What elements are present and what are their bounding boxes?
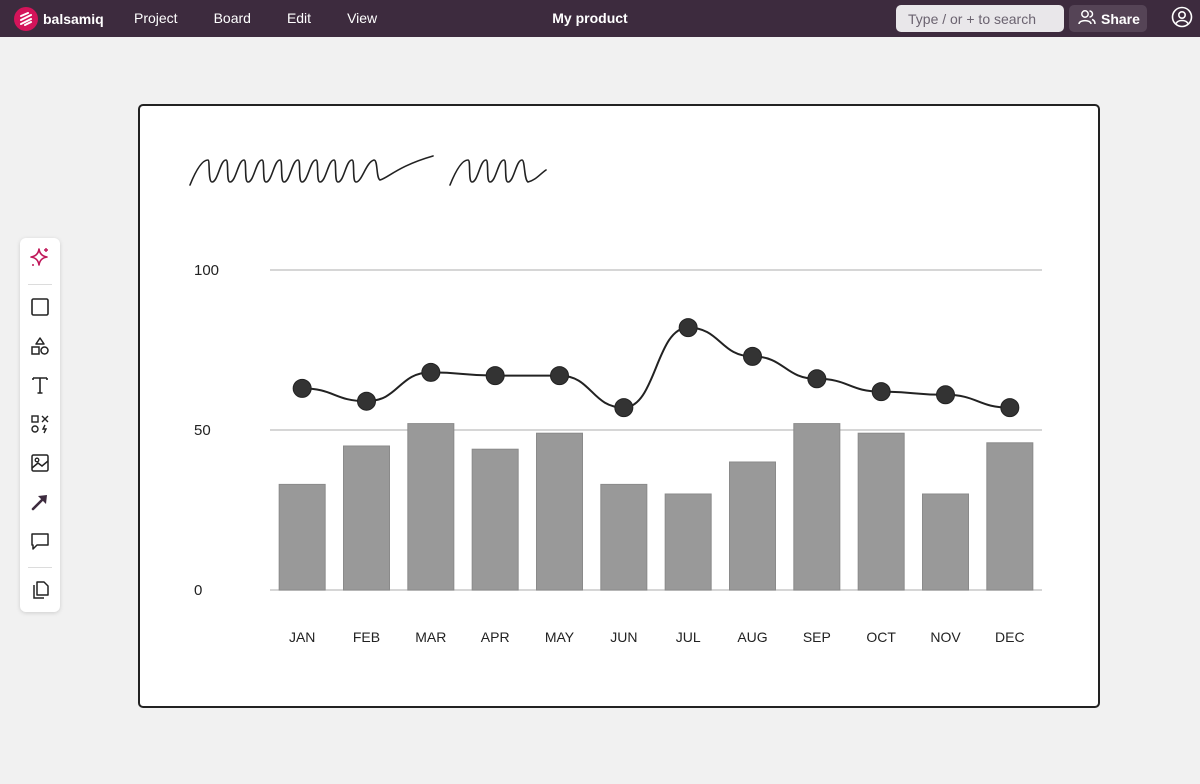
shapes-icon [30,336,50,361]
line-point [1000,398,1020,418]
bar [407,423,455,591]
top-bar: balsamiq Project Board Edit View My prod… [0,0,1200,37]
balsamiq-logo-icon [14,6,38,31]
main-menu: Project Board Edit View [116,0,395,37]
menu-view[interactable]: View [347,10,378,26]
line-point [550,366,569,386]
bar [343,445,390,591]
arrow-tool[interactable] [28,492,52,516]
toolbar-divider [28,284,52,285]
ai-tool[interactable] [28,247,52,271]
copy-icon [30,580,50,605]
bar [922,493,969,591]
title-placeholder-scribble [189,155,547,186]
x-tick-label: AUG [737,629,767,645]
icons-tool[interactable] [28,414,52,438]
line-point [871,382,891,402]
x-tick-label: FEB [353,629,380,645]
rectangle-tool[interactable] [28,297,52,321]
bar [986,442,1034,591]
line-point [421,362,441,382]
menu-edit[interactable]: Edit [286,10,312,26]
y-tick-label: 100 [194,262,219,279]
y-tick-label: 0 [194,582,202,599]
line-point [485,366,505,386]
x-tick-label: MAY [545,629,575,645]
share-label: Share [1101,10,1140,27]
bar [600,483,648,591]
combo-chart[interactable]: 0 50 100 JAN FEB MAR APR MAY JUN JUL AUG SEP OCT NOV D… [180,250,1060,660]
line-point [292,378,312,398]
search-input[interactable] [896,5,1064,32]
user-avatar-icon [1171,6,1193,33]
x-tick-label: MAR [415,629,446,645]
bar [471,448,519,591]
canvas-frame[interactable] [138,104,1100,708]
x-tick-label: SEP [803,629,831,645]
share-button[interactable]: Share [1069,5,1147,32]
bar [536,432,583,591]
x-tick-label: DEC [995,629,1025,645]
document-title[interactable]: My product [552,10,628,26]
image-tool[interactable] [28,453,52,477]
x-tick-label: NOV [930,629,961,645]
arrow-icon [30,492,50,517]
brand-name: balsamiq [43,10,104,27]
text-tool[interactable] [28,375,52,399]
comment-icon [30,531,50,556]
line-point [743,346,762,366]
image-icon [30,453,50,478]
bar [729,461,776,591]
tools-toolbar [20,238,60,612]
line-point [614,398,634,418]
rectangle-icon [30,297,50,322]
x-tick-label: OCT [866,629,896,645]
sparkle-icon [29,246,51,273]
menu-board[interactable]: Board [213,10,251,26]
x-tick-label: JAN [289,629,315,645]
bar [278,483,326,591]
users-icon [1078,9,1096,28]
icons-library-icon [30,414,50,439]
bar [857,432,905,591]
line-point [357,391,376,411]
x-tick-label: JUN [610,629,637,645]
text-icon [30,375,50,400]
brand[interactable]: balsamiq [14,6,104,31]
line-series [302,326,1010,409]
menu-project[interactable]: Project [134,10,178,26]
x-tick-label: APR [481,629,510,645]
line-point [678,318,698,338]
x-tick-label: JUL [676,629,701,645]
line-point [936,385,955,405]
account-button[interactable] [1170,6,1194,33]
comment-tool[interactable] [28,531,52,555]
bar [793,423,841,591]
toolbar-divider [28,567,52,568]
bar [664,493,712,591]
line-point [807,369,827,389]
shapes-tool[interactable] [28,336,52,360]
copy-tool[interactable] [28,580,52,604]
y-tick-label: 50 [194,422,211,439]
